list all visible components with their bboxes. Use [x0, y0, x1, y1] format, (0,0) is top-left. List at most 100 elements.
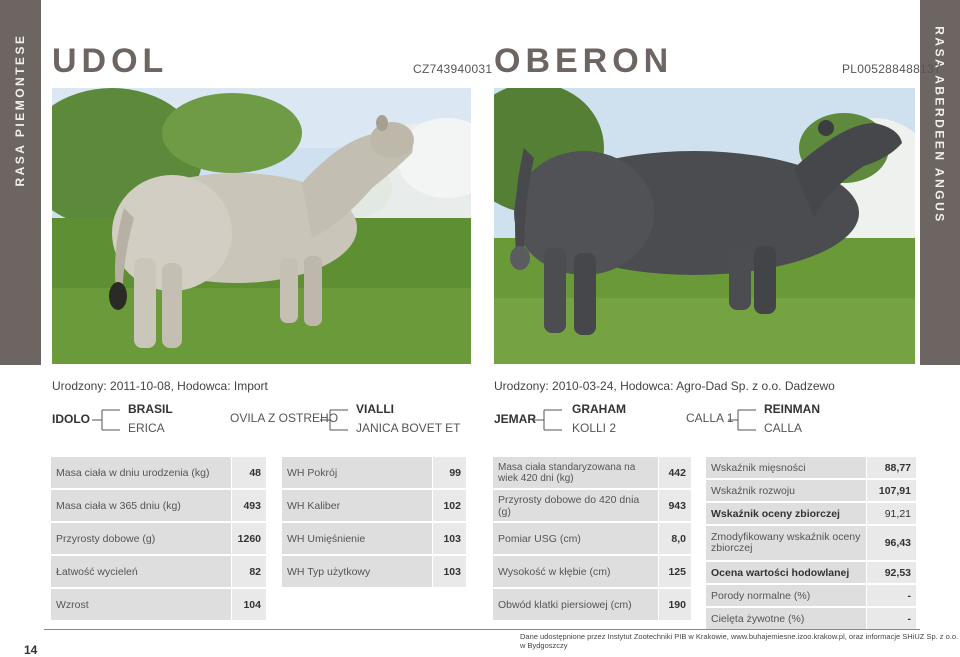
stat-value: 82: [231, 556, 266, 587]
table-row: WH Pokrój 99: [282, 457, 466, 488]
pedigree-dam-sire: VIALLI: [356, 402, 394, 416]
stat-value: -: [866, 608, 916, 629]
table-row: Zmodyfikowany wskaźnik oceny zbiorczej 96…: [706, 526, 916, 560]
stat-value: 104: [231, 589, 266, 620]
pedigree-dam: OVILA Z OSTREHO: [230, 411, 339, 425]
pedigree-dam-dam: CALLA: [764, 421, 803, 435]
pedigree-bracket: [92, 409, 120, 431]
pedigree-sire-dam: ERICA: [128, 421, 165, 435]
stat-value: 8,0: [658, 523, 691, 554]
stat-label: Zmodyfikowany wskaźnik oceny zbiorczej: [706, 526, 866, 560]
pedigree-sire-sire: GRAHAM: [572, 402, 626, 416]
table-row: Wzrost 104: [51, 589, 266, 620]
table-row: Wysokość w kłębie (cm) 125: [493, 556, 691, 587]
stat-label: Obwód klatki piersiowej (cm): [493, 589, 658, 620]
stat-label: Masa ciała w 365 dniu (kg): [51, 490, 231, 521]
right-bull-code: PL005288488137: [842, 62, 941, 76]
stat-label: Masa ciała standaryzowana na wiek 420 dn…: [493, 457, 658, 488]
right-breed-band: RASA ABERDEEN ANGUS: [920, 0, 960, 365]
stat-value: 48: [231, 457, 266, 488]
stat-label: WH Typ użytkowy: [282, 556, 432, 587]
footer-source-note: Dane udostępnione przez Instytut Zootech…: [520, 632, 959, 650]
table-row: Przyrosty dobowe (g) 1260: [51, 523, 266, 554]
table-row: WH Kaliber 102: [282, 490, 466, 521]
pedigree-sire: IDOLO: [52, 412, 90, 426]
table-row: Wskaźnik rozwoju 107,91: [706, 480, 916, 501]
left-bull-photo: [52, 88, 471, 364]
stat-label: Wskaźnik mięsności: [706, 457, 866, 478]
stat-value: 99: [432, 457, 466, 488]
table-row: Przyrosty dobowe do 420 dnia (g) 943: [493, 490, 691, 521]
table-row: Obwód klatki piersiowej (cm) 190: [493, 589, 691, 620]
page-number: 14: [24, 643, 38, 657]
table-row: Porody normalne (%) -: [706, 585, 916, 606]
stat-value: 88,77: [866, 457, 916, 478]
left-wh-table: WH Pokrój 99 WH Kaliber 102 WH Umięśnienie…: [282, 455, 466, 589]
stat-label: Wskaźnik oceny zbiorczej: [706, 503, 866, 524]
left-breed-label: RASA PIEMONTESE: [13, 33, 27, 187]
pedigree-dam-sire: REINMAN: [764, 402, 820, 416]
stat-value: 493: [231, 490, 266, 521]
stat-label: Masa ciała w dniu urodzenia (kg): [51, 457, 231, 488]
stat-label: WH Pokrój: [282, 457, 432, 488]
pedigree-bracket: [728, 409, 756, 431]
stat-value: 190: [658, 589, 691, 620]
left-stats-table: Masa ciała w dniu urodzenia (kg) 48 Masa …: [51, 455, 266, 622]
stat-label: Porody normalne (%): [706, 585, 866, 606]
table-row: Cielęta żywotne (%) -: [706, 608, 916, 629]
right-breed-label: RASA ABERDEEN ANGUS: [933, 26, 947, 224]
left-pedigree: IDOLO BRASIL ERICA OVILA Z OSTREHO VIALL…: [52, 402, 472, 438]
table-row: Ocena wartości hodowlanej 92,53: [706, 562, 916, 583]
left-breed-band: RASA PIEMONTESE: [0, 0, 41, 365]
stat-value: -: [866, 585, 916, 606]
stat-label: Wysokość w kłębie (cm): [493, 556, 658, 587]
right-bull-name: OBERON: [494, 42, 674, 80]
pedigree-bracket: [320, 409, 348, 431]
table-row: WH Typ użytkowy 103: [282, 556, 466, 587]
pedigree-dam: CALLA 1: [686, 411, 734, 425]
right-stats-table: Masa ciała standaryzowana na wiek 420 dn…: [493, 455, 691, 622]
table-row: Łatwość wycieleń 82: [51, 556, 266, 587]
pedigree-bracket: [534, 409, 562, 431]
right-birth-info: Urodzony: 2010-03-24, Hodowca: Agro-Dad …: [494, 379, 835, 393]
table-row: Masa ciała w dniu urodzenia (kg) 48: [51, 457, 266, 488]
stat-label: Ocena wartości hodowlanej: [706, 562, 866, 583]
stat-value: 103: [432, 556, 466, 587]
stat-value: 943: [658, 490, 691, 521]
stat-label: Przyrosty dobowe (g): [51, 523, 231, 554]
stat-value: 103: [432, 523, 466, 554]
table-row: Masa ciała w 365 dniu (kg) 493: [51, 490, 266, 521]
stat-label: Przyrosty dobowe do 420 dnia (g): [493, 490, 658, 521]
stat-value: 92,53: [866, 562, 916, 583]
table-row: WH Umięśnienie 103: [282, 523, 466, 554]
left-bull-name: UDOL: [52, 42, 169, 80]
table-row: Wskaźnik mięsności 88,77: [706, 457, 916, 478]
stat-label: WH Umięśnienie: [282, 523, 432, 554]
table-row: Pomiar USG (cm) 8,0: [493, 523, 691, 554]
stat-value: 91,21: [866, 503, 916, 524]
table-row: Wskaźnik oceny zbiorczej 91,21: [706, 503, 916, 524]
pedigree-sire-sire: BRASIL: [128, 402, 173, 416]
footer-divider: [44, 629, 920, 630]
stat-label: Wskaźnik rozwoju: [706, 480, 866, 501]
stat-value: 442: [658, 457, 691, 488]
pedigree-sire-dam: KOLLI 2: [572, 421, 617, 435]
stat-value: 107,91: [866, 480, 916, 501]
stat-value: 102: [432, 490, 466, 521]
pedigree-dam-dam: JANICA BOVET ET: [356, 421, 461, 435]
stat-label: Cielęta żywotne (%): [706, 608, 866, 629]
stat-label: Pomiar USG (cm): [493, 523, 658, 554]
stat-value: 125: [658, 556, 691, 587]
left-birth-info: Urodzony: 2011-10-08, Hodowca: Import: [52, 379, 268, 393]
pedigree-sire: JEMAR: [494, 412, 537, 426]
stat-label: WH Kaliber: [282, 490, 432, 521]
stat-value: 96,43: [866, 526, 916, 560]
left-bull-code: CZ743940031: [413, 62, 493, 76]
table-row: Masa ciała standaryzowana na wiek 420 dn…: [493, 457, 691, 488]
right-index-table: Wskaźnik mięsności 88,77 Wskaźnik rozwoju…: [706, 455, 916, 631]
right-bull-photo: [494, 88, 915, 364]
right-pedigree: JEMAR GRAHAM KOLLI 2 CALLA 1 REINMAN CAL…: [494, 402, 914, 438]
stat-label: Wzrost: [51, 589, 231, 620]
stat-value: 1260: [231, 523, 266, 554]
stat-label: Łatwość wycieleń: [51, 556, 231, 587]
